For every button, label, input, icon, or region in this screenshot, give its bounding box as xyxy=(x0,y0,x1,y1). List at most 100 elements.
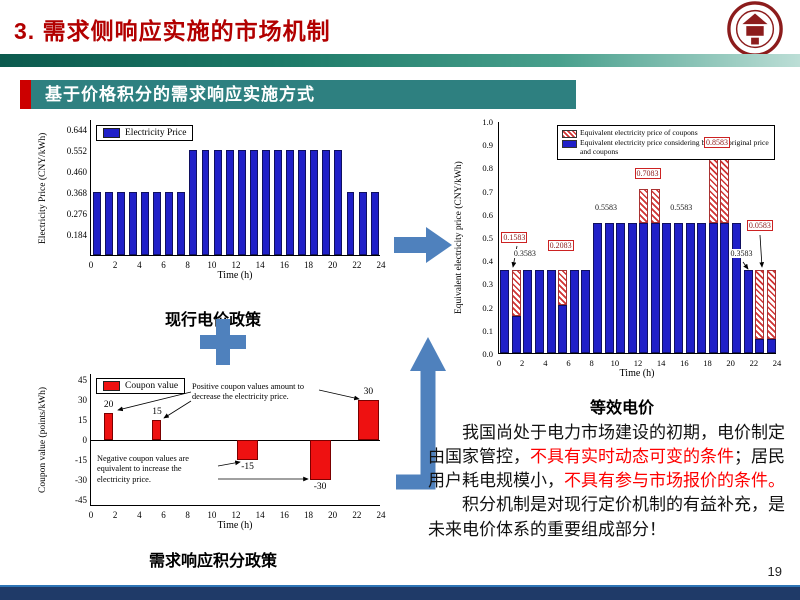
coupon-equivalent-bar xyxy=(708,153,718,224)
chart-electricity-price: Electricity Price (CNY/kWh) Electricity … xyxy=(34,114,392,306)
x-tick-label: 2 xyxy=(520,358,525,368)
electricity-price-bar xyxy=(370,192,379,255)
chart-coupon-value: Coupon value (points/kWh) Coupon value P… xyxy=(34,366,392,546)
coupon-bar-label: 30 xyxy=(363,387,374,397)
y-tick-label: 0.4 xyxy=(482,256,493,267)
chart3-plot-area: Equivalent electricity price of coupons … xyxy=(482,117,781,368)
coupon-bar-label: -30 xyxy=(313,482,327,492)
chart-equivalent-price: Equivalent electricity price (CNY/kWh) E… xyxy=(452,116,792,396)
equivalent-price-bar xyxy=(662,223,672,353)
x-tick-label: 24 xyxy=(376,510,386,520)
y-tick-label: 0.0 xyxy=(482,349,493,359)
electricity-price-bar xyxy=(310,150,319,255)
y-tick-label: 15 xyxy=(78,415,87,425)
x-tick-label: 14 xyxy=(656,358,666,368)
value-label: 0.2083 xyxy=(547,239,574,251)
coupon-bar xyxy=(237,440,259,460)
y-tick-label: 0.368 xyxy=(66,188,87,199)
coupon-equivalent-bar xyxy=(650,188,660,224)
slide-title: 3. 需求侧响应实施的市场机制 xyxy=(14,18,331,44)
coupon-bar-label: 20 xyxy=(103,400,114,411)
electricity-price-bar xyxy=(346,192,355,255)
equivalent-price-bar xyxy=(639,223,649,353)
equivalent-price-bar xyxy=(558,304,568,353)
value-label: 0.0583 xyxy=(746,220,773,232)
conclusion-p1-s1: 我国尚处于电力市场建设的初期，电价制定由国家管控， xyxy=(428,423,785,467)
x-tick-label: 4 xyxy=(137,510,142,520)
x-tick-label: 22 xyxy=(352,260,362,270)
y-tick-label: 0.644 xyxy=(66,125,87,136)
chart2-legend: Coupon value xyxy=(96,378,186,394)
x-tick-label: 16 xyxy=(680,358,689,368)
equivalent-price-bar xyxy=(708,223,718,353)
x-tick-label: 18 xyxy=(703,358,712,368)
value-label: 0.1583 xyxy=(501,231,528,243)
x-tick-label: 6 xyxy=(161,260,166,270)
up-arrow-icon xyxy=(410,337,446,371)
section-banner-text: 基于价格积分的需求响应实施方式 xyxy=(31,80,576,109)
y-tick-label: 0.460 xyxy=(66,167,87,178)
x-tick-label: 2 xyxy=(112,260,118,270)
x-tick-label: 0 xyxy=(88,510,94,520)
y-tick-label: -45 xyxy=(75,495,87,505)
chart3-legend-label-2: Equivalent electricity price considering… xyxy=(580,138,769,156)
chart1-legend-label: Electricity Price xyxy=(125,128,187,138)
x-tick-label: 10 xyxy=(610,358,620,368)
chart1-x-axis-label: Time (h) xyxy=(217,270,253,281)
electricity-price-bar xyxy=(213,150,222,255)
coupon-equivalent-bar xyxy=(639,188,649,224)
electricity-price-bar xyxy=(177,192,186,255)
header-divider xyxy=(0,54,800,67)
electricity-price-bar xyxy=(116,192,125,255)
chart1-plot-area: Electricity Price 0.184 0.276 0.368 0.460 0.… xyxy=(67,120,386,270)
equivalent-price-bar xyxy=(697,223,707,353)
electricity-price-bar xyxy=(286,150,294,255)
y-tick-label: 0.184 xyxy=(66,230,87,241)
electricity-price-bar xyxy=(358,192,367,255)
x-tick-label: 4 xyxy=(543,358,548,368)
equivalent-price-bar xyxy=(720,223,730,353)
right-arrow-icon xyxy=(394,227,452,263)
negative-coupon-annotation: Negative coupon values are equivalent to… xyxy=(97,454,189,484)
equivalent-price-bar xyxy=(743,269,753,353)
coupon-bar xyxy=(309,440,331,480)
electricity-price-bar xyxy=(201,150,210,255)
x-tick-label: 12 xyxy=(633,358,643,368)
chart2-plot-area: Coupon value Positive coupon values amou… xyxy=(75,374,386,520)
y-tick-label: 0.552 xyxy=(66,146,87,157)
x-tick-label: 6 xyxy=(161,510,166,520)
value-label: 0.5583 xyxy=(669,202,694,212)
banner-red-accent xyxy=(20,80,31,109)
plus-vertical-bar xyxy=(216,319,230,365)
x-tick-label: 0 xyxy=(88,260,94,270)
electricity-price-bar xyxy=(104,192,113,255)
equivalent-price-bar xyxy=(731,223,741,353)
y-tick-label: 0.3 xyxy=(482,279,493,290)
chart3-legend-label-1: Equivalent electricity price of coupons xyxy=(580,128,698,137)
electricity-price-bar xyxy=(141,192,149,255)
equivalent-price-bar xyxy=(685,223,695,353)
electricity-price-bar xyxy=(225,150,234,255)
y-tick-label: 0.8 xyxy=(482,163,493,174)
plus-icon xyxy=(200,319,246,365)
coupon-equivalent-bar xyxy=(766,269,776,340)
equivalent-price-bar xyxy=(627,223,637,353)
electricity-price-bar xyxy=(261,150,270,255)
x-tick-label: 20 xyxy=(726,358,735,368)
zero-axis-line xyxy=(91,440,380,442)
conclusion-p1-s4: 不具有参与市场报价的条件。 xyxy=(564,471,785,491)
conclusion-p1-s3: ；居民用户耗电规模小， xyxy=(428,447,785,491)
electricity-price-bar xyxy=(165,192,174,255)
value-label: 0.3583 xyxy=(729,249,754,259)
equivalent-price-bar xyxy=(511,316,521,353)
coupon-equivalent-bar xyxy=(511,269,521,317)
x-tick-label: 18 xyxy=(304,260,313,270)
x-tick-label: 18 xyxy=(304,510,313,520)
y-tick-label: 1.0 xyxy=(482,117,493,127)
conclusion-p1-s2: 不具有实时动态可变的条件 xyxy=(530,447,734,467)
chart1-legend: Electricity Price xyxy=(96,125,194,141)
hatched-swatch-icon xyxy=(562,130,577,138)
coupon-equivalent-bar xyxy=(558,269,568,305)
coupon-bar-label: 15 xyxy=(152,407,162,417)
